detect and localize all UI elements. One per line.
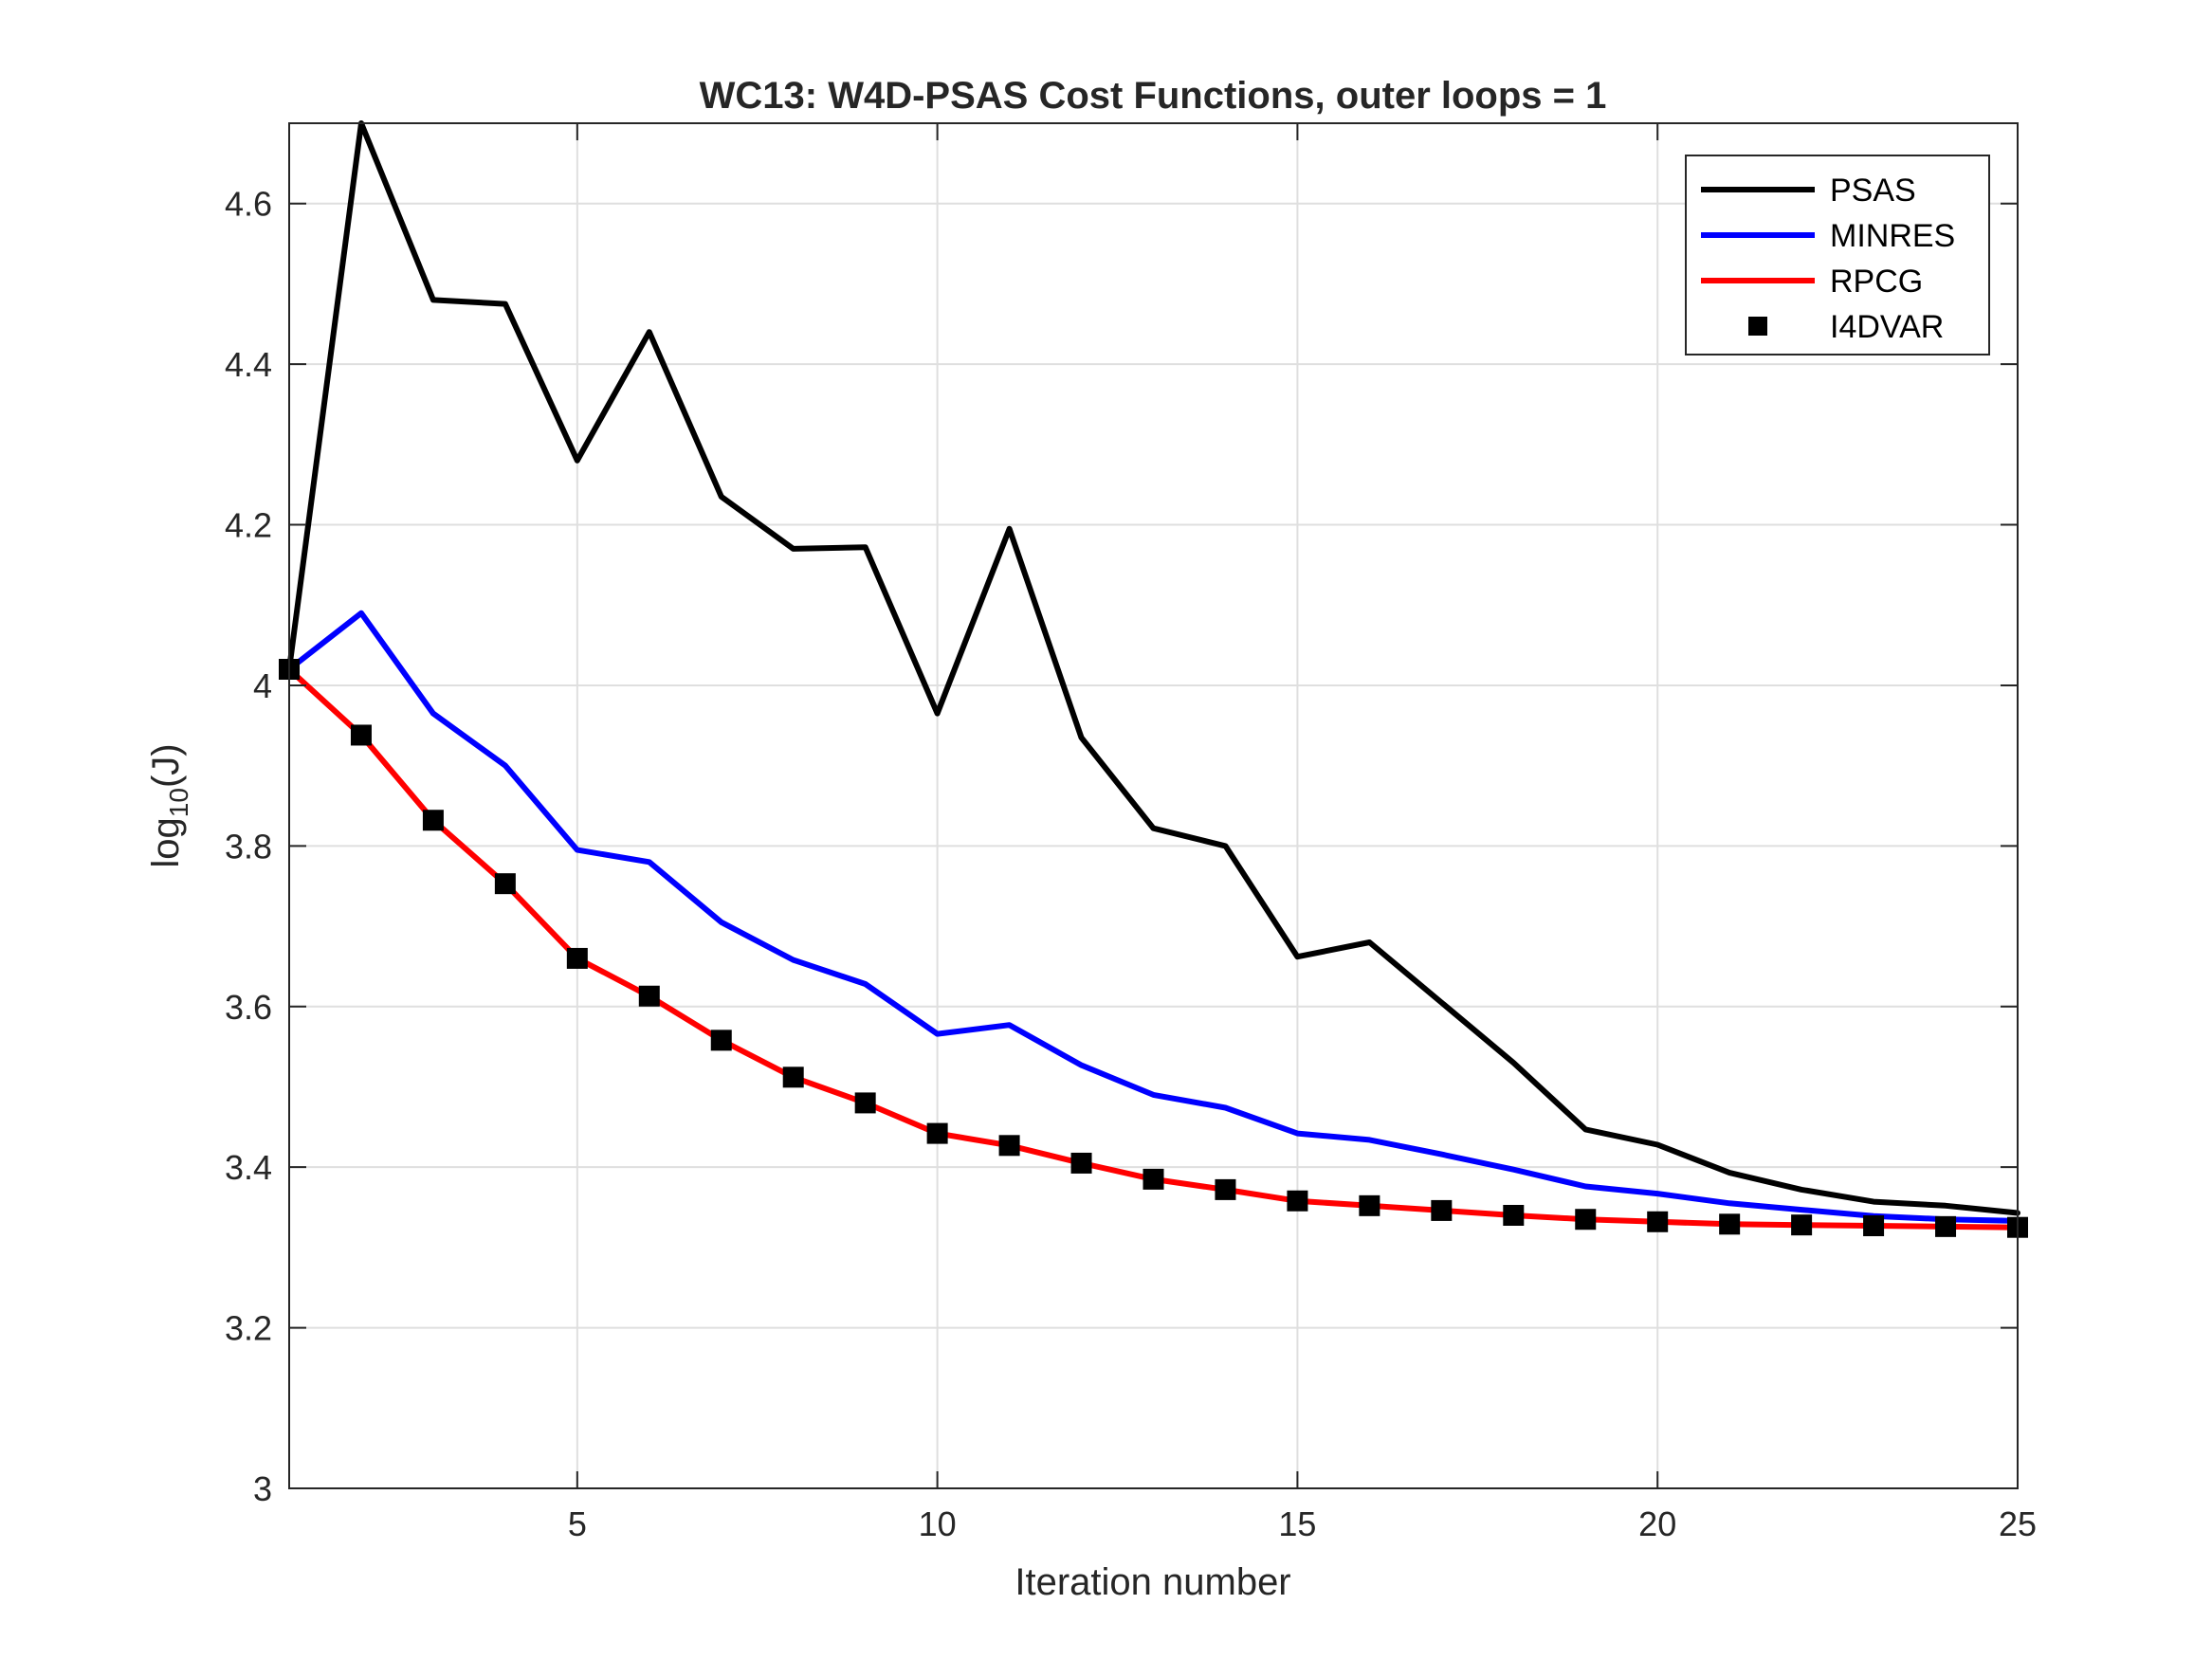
x-tick-label: 10: [919, 1504, 957, 1543]
legend-label-psas: PSAS: [1830, 173, 1916, 209]
data-point-i4dvar: [1143, 1168, 1164, 1190]
data-point-i4dvar: [1647, 1211, 1669, 1232]
data-point-i4dvar: [1215, 1178, 1236, 1200]
y-tick-label: 4.4: [225, 345, 272, 384]
data-point-i4dvar: [1791, 1214, 1813, 1236]
data-point-i4dvar: [1719, 1213, 1741, 1235]
data-point-i4dvar: [1431, 1199, 1453, 1221]
axis-ticks: 5 10 15 20 25 3 3.2 3.4 3.6 3.8 4 4.2 4.4 4.6: [225, 123, 2037, 1543]
y-tick-label: 3: [253, 1469, 272, 1508]
data-point-i4dvar: [1503, 1205, 1525, 1226]
series-line-psas: [286, 120, 2020, 1216]
legend-label-i4dvar: I4DVAR: [1830, 309, 1944, 345]
y-axis-label-suffix: (J): [145, 743, 187, 788]
data-point-i4dvar: [1287, 1190, 1308, 1212]
legend-label-rpcg: RPCG: [1830, 264, 1923, 300]
x-axis-label: Iteration number: [1015, 1561, 1290, 1603]
y-tick-label: 3.8: [225, 827, 272, 866]
data-point-i4dvar: [998, 1135, 1020, 1157]
y-tick-label: 3.6: [225, 988, 272, 1027]
y-axis-label: log10(J): [145, 743, 193, 867]
data-point-i4dvar: [422, 810, 444, 831]
data-point-i4dvar: [1863, 1215, 1885, 1237]
data-point-i4dvar: [710, 1030, 732, 1051]
x-tick-label: 15: [1278, 1504, 1316, 1543]
legend-marker-i4dvar: [1748, 317, 1767, 336]
x-tick-label: 20: [1638, 1504, 1676, 1543]
axes-box: [288, 122, 2019, 1489]
x-tick-label: 25: [1999, 1504, 2037, 1543]
data-point-i4dvar: [1935, 1215, 1957, 1237]
data-point-i4dvar: [1070, 1152, 1092, 1174]
data-point-i4dvar: [566, 947, 588, 969]
data-point-i4dvar: [782, 1066, 804, 1088]
data-point-i4dvar: [494, 873, 516, 895]
data-point-i4dvar: [926, 1122, 948, 1144]
chart-title: WC13: W4D-PSAS Cost Functions, outer loo…: [700, 75, 1607, 117]
data-point-i4dvar: [1575, 1209, 1597, 1231]
y-axis-label-subscript: 10: [164, 788, 193, 817]
legend: PSAS MINRES RPCG I4DVAR: [1685, 155, 1990, 356]
legend-label-minres: MINRES: [1830, 218, 1955, 254]
x-tick-label: 5: [568, 1504, 587, 1543]
y-tick-label: 3.4: [225, 1148, 272, 1187]
data-point-i4dvar: [854, 1092, 876, 1114]
y-axis-label-base: log: [145, 817, 187, 867]
y-tick-label: 4: [253, 666, 272, 705]
series-layer: [279, 120, 2028, 1238]
y-tick-label: 4.6: [225, 185, 272, 224]
legend-entries: PSAS MINRES RPCG I4DVAR: [1701, 173, 1955, 345]
data-point-i4dvar: [638, 985, 660, 1007]
series-line-minres: [286, 610, 2020, 1224]
y-tick-label: 4.2: [225, 506, 272, 545]
y-tick-label: 3.2: [225, 1309, 272, 1348]
data-point-i4dvar: [1359, 1194, 1380, 1216]
data-point-i4dvar: [350, 724, 372, 746]
